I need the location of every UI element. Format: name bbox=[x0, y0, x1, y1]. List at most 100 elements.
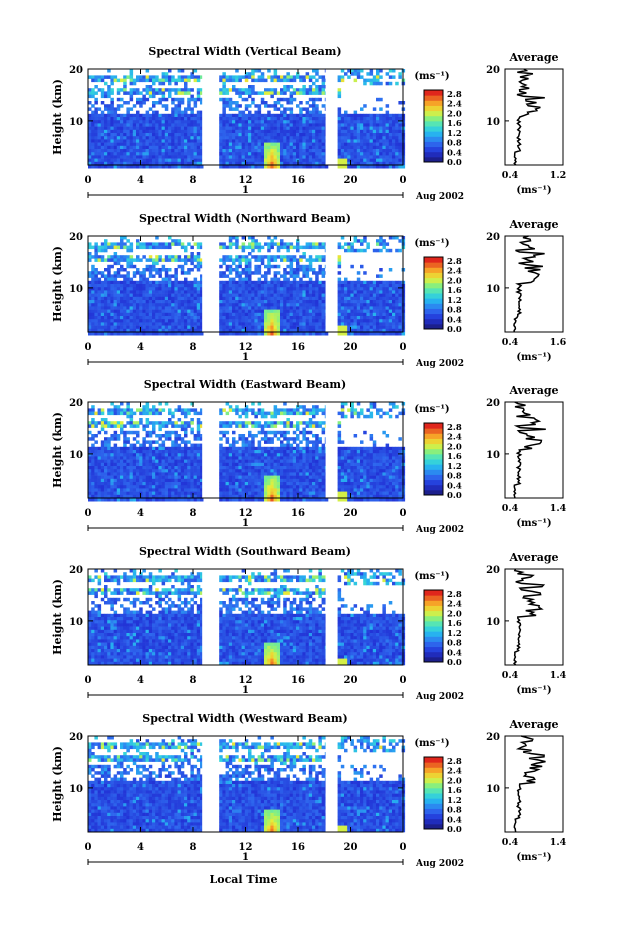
heatmap-cells bbox=[88, 736, 405, 832]
x-tick-label: 16 bbox=[291, 508, 305, 519]
colorbar-swatch bbox=[424, 433, 443, 439]
colorbar-swatch bbox=[424, 772, 443, 778]
colorbar-tick-label: 2.0 bbox=[447, 442, 462, 452]
colorbar-swatch bbox=[424, 464, 443, 470]
x-tick-label: 16 bbox=[291, 175, 305, 186]
average-x-label: (ms⁻¹) bbox=[516, 185, 551, 196]
data-gap bbox=[326, 736, 337, 832]
x-tick-label: 0 bbox=[400, 342, 407, 353]
colorbar-swatch bbox=[424, 131, 443, 137]
panel-3: Spectral Width (Eastward Beam)2010Height… bbox=[51, 378, 567, 535]
average-y-tick-label: 10 bbox=[486, 117, 500, 128]
colorbar-swatch bbox=[424, 605, 443, 611]
average-title: Average bbox=[508, 718, 558, 731]
average-x-tick-label: 1.4 bbox=[550, 503, 567, 514]
x-tick-label: 20 bbox=[344, 508, 358, 519]
x-tick-label: 4 bbox=[137, 342, 144, 353]
colorbar-swatch bbox=[424, 147, 443, 153]
panel-title: Spectral Width (Southward Beam) bbox=[139, 545, 351, 558]
colorbar-tick-label: 0.4 bbox=[447, 481, 462, 491]
colorbar-swatch bbox=[424, 136, 443, 142]
colorbar-tick-label: 2.0 bbox=[447, 609, 462, 619]
colorbar-swatch bbox=[424, 621, 443, 627]
average-frame bbox=[505, 402, 563, 498]
colorbar-swatch bbox=[424, 647, 443, 653]
average-x-tick-label: 1.2 bbox=[550, 170, 567, 181]
heatmap-cells bbox=[88, 569, 405, 665]
average-y-tick-label: 10 bbox=[486, 450, 500, 461]
colorbar-swatch bbox=[424, 803, 443, 809]
colorbar-unit: (ms⁻¹) bbox=[414, 738, 449, 749]
colorbar-swatch bbox=[424, 152, 443, 158]
colorbar-swatch bbox=[424, 590, 443, 596]
average-x-tick-label: 0.4 bbox=[502, 503, 519, 514]
average-x-label: (ms⁻¹) bbox=[516, 685, 551, 696]
colorbar-swatch bbox=[424, 819, 443, 825]
colorbar-swatch bbox=[424, 636, 443, 642]
date-label: Aug 2002 bbox=[415, 525, 464, 535]
colorbar-swatch bbox=[424, 111, 443, 117]
average-y-tick-label: 20 bbox=[486, 398, 500, 409]
x-tick-label: 8 bbox=[190, 675, 197, 686]
colorbar-swatch bbox=[424, 319, 443, 325]
x-tick-label: 16 bbox=[291, 675, 305, 686]
panel-title: Spectral Width (Vertical Beam) bbox=[148, 45, 341, 58]
colorbar-tick-label: 2.4 bbox=[447, 767, 462, 777]
data-gap bbox=[202, 736, 216, 832]
colorbar-swatch bbox=[424, 808, 443, 814]
colorbar-tick-label: 2.4 bbox=[447, 600, 462, 610]
colorbar-unit: (ms⁻¹) bbox=[414, 238, 449, 249]
y-tick-label: 20 bbox=[69, 398, 83, 409]
colorbar-swatch bbox=[424, 783, 443, 789]
x-tick-label: 0 bbox=[400, 675, 407, 686]
colorbar-swatch bbox=[424, 283, 443, 289]
colorbar-tick-label: 1.2 bbox=[447, 629, 462, 639]
average-title: Average bbox=[508, 551, 558, 564]
average-x-tick-label: 1.6 bbox=[550, 337, 567, 348]
y-axis-label: Height (km) bbox=[51, 412, 64, 488]
average-frame bbox=[505, 236, 563, 332]
y-tick-label: 10 bbox=[69, 284, 83, 295]
average-x-tick-label: 0.4 bbox=[502, 670, 519, 681]
colorbar-tick-label: 2.8 bbox=[447, 590, 462, 600]
colorbar-swatch bbox=[424, 314, 443, 320]
colorbar-swatch bbox=[424, 616, 443, 622]
x-tick-label: 8 bbox=[190, 342, 197, 353]
average-title: Average bbox=[508, 218, 558, 231]
colorbar-swatch bbox=[424, 757, 443, 763]
colorbar-swatch bbox=[424, 454, 443, 460]
date-label: Aug 2002 bbox=[415, 692, 464, 702]
x-tick-label: 0 bbox=[85, 508, 92, 519]
y-axis-label: Height (km) bbox=[51, 746, 64, 822]
average-x-tick-label: 0.4 bbox=[502, 337, 519, 348]
colorbar-tick-label: 1.6 bbox=[447, 286, 462, 296]
x-tick-label: 4 bbox=[137, 175, 144, 186]
data-gap bbox=[326, 402, 337, 498]
colorbar-swatch bbox=[424, 267, 443, 273]
panel-1: Spectral Width (Vertical Beam)2010Height… bbox=[51, 45, 566, 202]
colorbar-swatch bbox=[424, 278, 443, 284]
colorbar-swatch bbox=[424, 798, 443, 804]
average-y-tick-label: 10 bbox=[486, 784, 500, 795]
x-tick-label: 0 bbox=[85, 342, 92, 353]
colorbar-swatch bbox=[424, 121, 443, 127]
average-y-tick-label: 10 bbox=[486, 284, 500, 295]
colorbar-swatch bbox=[424, 126, 443, 132]
panel-4: Spectral Width (Southward Beam)2010Heigh… bbox=[51, 545, 567, 702]
colorbar-swatch bbox=[424, 272, 443, 278]
x-tick-label: 4 bbox=[137, 675, 144, 686]
colorbar-tick-label: 0.8 bbox=[447, 139, 462, 149]
colorbar-tick-label: 2.4 bbox=[447, 100, 462, 110]
colorbar-tick-label: 0.4 bbox=[447, 148, 462, 158]
average-title: Average bbox=[508, 51, 558, 64]
colorbar-swatch bbox=[424, 480, 443, 486]
colorbar-swatch bbox=[424, 778, 443, 784]
colorbar-tick-label: 2.0 bbox=[447, 276, 462, 286]
colorbar-tick-label: 2.4 bbox=[447, 267, 462, 277]
x-tick-label: 20 bbox=[344, 342, 358, 353]
colorbar-swatch bbox=[424, 100, 443, 106]
colorbar-tick-label: 0.8 bbox=[447, 806, 462, 816]
y-tick-label: 20 bbox=[69, 732, 83, 743]
average-frame bbox=[505, 69, 563, 165]
